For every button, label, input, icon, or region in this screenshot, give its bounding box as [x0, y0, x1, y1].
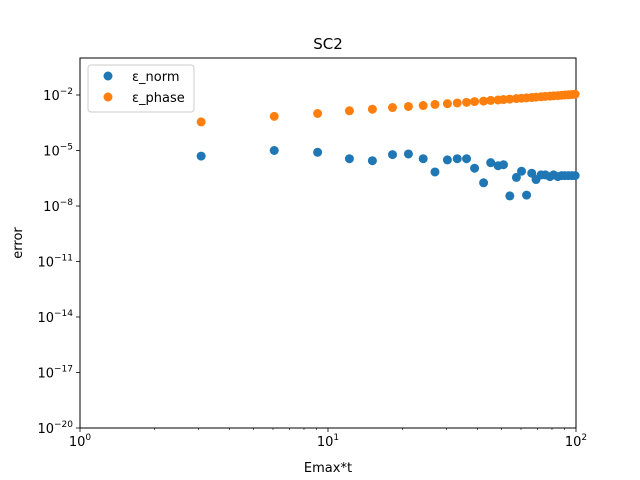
data-point	[196, 151, 206, 161]
data-point	[570, 171, 580, 181]
legend-box	[87, 64, 195, 113]
data-point	[462, 97, 472, 107]
data-point	[403, 101, 413, 111]
data-point	[269, 146, 279, 155]
data-point	[313, 147, 323, 157]
y-axis-label: error	[11, 227, 26, 259]
chart-title: SC2	[313, 35, 343, 53]
data-point	[527, 168, 537, 178]
data-point	[442, 99, 452, 109]
legend: ε_norm ε_phase	[87, 64, 195, 113]
data-point	[452, 98, 462, 108]
y-tick-label: 10−11	[37, 254, 73, 271]
data-point	[344, 154, 354, 164]
data-point	[418, 101, 428, 111]
data-point	[517, 166, 527, 176]
data-point	[344, 106, 354, 116]
data-point	[505, 94, 515, 104]
data-point	[403, 149, 413, 159]
data-point	[479, 178, 489, 188]
data-point	[269, 111, 279, 121]
data-points	[196, 89, 580, 201]
data-point	[196, 117, 206, 127]
data-point	[452, 154, 462, 164]
y-tick-label: 10−14	[37, 309, 73, 326]
data-point	[511, 172, 521, 182]
data-point	[430, 167, 440, 177]
legend-label: ε_phase	[132, 91, 185, 106]
x-tick-label: 100	[69, 433, 92, 450]
data-point	[505, 191, 515, 201]
legend-marker	[103, 92, 113, 102]
data-point	[470, 163, 480, 173]
legend-marker	[103, 71, 113, 81]
data-point	[470, 97, 480, 107]
data-point	[486, 158, 496, 168]
y-tick-label: 10−8	[43, 198, 73, 215]
axis-ticks: 100 101 102 10−20 10−17 10−14 10−11 10−8 10−5 10−…	[37, 87, 587, 450]
x-axis-label: Emax*t	[304, 461, 352, 476]
y-tick-label: 10−20	[37, 420, 73, 437]
data-point	[430, 99, 440, 109]
data-point	[442, 155, 452, 165]
data-point	[388, 103, 397, 113]
data-point	[498, 160, 508, 170]
data-point	[367, 104, 377, 114]
data-point	[388, 150, 397, 160]
series-1	[196, 89, 580, 127]
legend-label: ε_norm	[132, 70, 180, 85]
data-point	[479, 96, 489, 106]
y-tick-label: 10−17	[37, 365, 73, 382]
data-point	[418, 154, 428, 164]
y-tick-label: 10−5	[43, 143, 73, 160]
data-point	[486, 95, 496, 105]
series-0	[196, 146, 580, 201]
data-point	[570, 89, 580, 99]
data-point	[462, 154, 472, 164]
x-tick-label: 101	[317, 433, 339, 450]
plot-area	[79, 57, 577, 429]
y-tick-label: 10−2	[43, 87, 73, 104]
data-point	[367, 156, 377, 166]
x-tick-label: 102	[565, 433, 587, 450]
data-point	[313, 109, 323, 118]
data-point	[522, 190, 532, 200]
